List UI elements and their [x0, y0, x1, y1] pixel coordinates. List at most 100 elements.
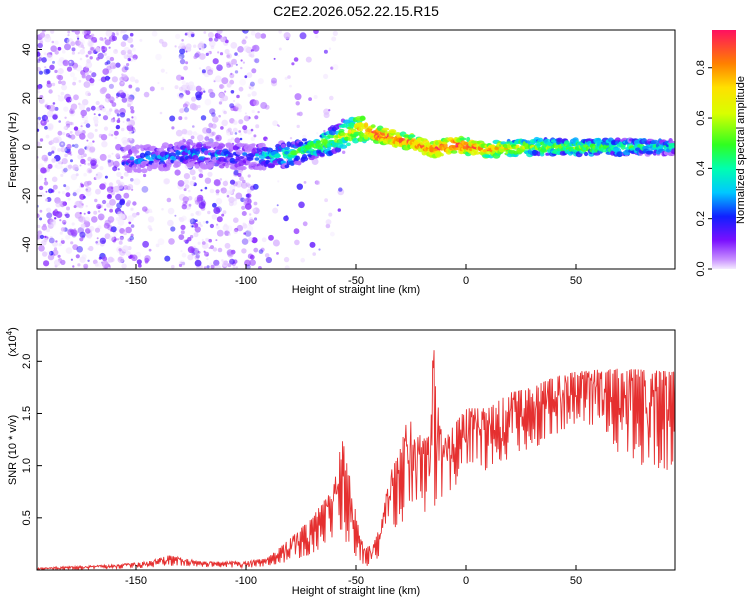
noise-point: [207, 210, 211, 215]
noise-point: [80, 155, 84, 159]
noise-point: [48, 237, 55, 244]
snr-scale-label: (x104): [5, 327, 19, 357]
noise-point: [161, 41, 168, 48]
noise-point: [68, 101, 71, 104]
noise-point: [103, 52, 107, 56]
noise-point: [108, 46, 111, 49]
ridge-point: [284, 164, 290, 169]
noise-point: [44, 198, 48, 202]
noise-point: [196, 196, 203, 203]
noise-point: [299, 32, 307, 40]
noise-point: [104, 37, 107, 40]
noise-point: [116, 92, 121, 97]
noise-point: [107, 256, 114, 263]
noise-point: [195, 51, 201, 57]
noise-point: [128, 119, 136, 127]
noise-point: [325, 219, 332, 225]
noise-point: [328, 212, 333, 217]
noise-point: [112, 65, 116, 69]
noise-point: [196, 247, 200, 251]
noise-point: [83, 153, 87, 157]
noise-point: [86, 139, 89, 142]
noise-point: [132, 201, 137, 206]
noise-point: [136, 259, 142, 265]
ridge-point: [435, 151, 442, 157]
y-tick-label: 40: [21, 43, 33, 55]
noise-point: [187, 195, 193, 201]
noise-point: [244, 112, 247, 115]
noise-point: [222, 85, 225, 88]
noise-point: [128, 84, 133, 89]
noise-point: [109, 108, 113, 112]
noise-point: [208, 88, 213, 94]
noise-point: [60, 166, 64, 169]
y-tick-label: -20: [21, 188, 33, 204]
noise-point: [123, 185, 129, 190]
noise-point: [39, 217, 43, 221]
noise-point: [110, 205, 113, 209]
ridge-point: [144, 150, 151, 156]
noise-point: [87, 156, 92, 162]
noise-point: [208, 37, 213, 42]
noise-point: [230, 90, 235, 94]
noise-point: [107, 66, 112, 70]
noise-point: [174, 85, 179, 90]
noise-point: [221, 213, 225, 217]
noise-point: [247, 93, 251, 98]
noise-point: [46, 212, 53, 219]
ridge-point: [232, 145, 239, 151]
noise-point: [234, 227, 239, 233]
noise-point: [121, 81, 124, 85]
noise-point: [186, 46, 192, 52]
x-tick-label: -50: [348, 575, 364, 587]
noise-point: [303, 181, 307, 184]
noise-point: [67, 30, 71, 34]
noise-point: [182, 196, 189, 203]
noise-point: [95, 100, 100, 106]
noise-point: [195, 249, 198, 252]
noise-point: [239, 182, 245, 187]
colorbar-tick-label: 0.2: [695, 211, 707, 226]
y-tick-label: 1.0: [21, 458, 33, 473]
ridge-point: [235, 149, 244, 155]
noise-point: [96, 203, 102, 210]
noise-point: [91, 216, 98, 223]
noise-point: [77, 148, 85, 156]
noise-point: [57, 211, 60, 214]
noise-point: [115, 193, 122, 201]
noise-point: [108, 163, 112, 168]
chart-title: C2E2.2026.052.22.15.R15: [273, 3, 439, 19]
noise-point: [244, 75, 248, 79]
ridge-point: [252, 147, 258, 151]
ridge-point: [358, 125, 364, 132]
noise-point: [233, 99, 236, 103]
noise-point: [209, 67, 214, 73]
noise-point: [62, 147, 67, 152]
noise-point: [48, 89, 53, 94]
noise-point: [120, 176, 124, 179]
noise-point: [102, 256, 108, 262]
noise-point: [79, 49, 86, 55]
noise-point: [296, 124, 300, 129]
noise-point: [197, 104, 201, 109]
ridge-point: [536, 151, 541, 157]
noise-point: [58, 120, 61, 123]
noise-point: [253, 58, 258, 63]
noise-point: [76, 246, 83, 253]
y-tick-label: 2.0: [21, 354, 33, 369]
noise-point: [54, 40, 59, 45]
noise-point: [208, 238, 212, 243]
noise-point: [219, 84, 224, 89]
ridge-point: [242, 152, 248, 156]
noise-point: [58, 160, 62, 165]
noise-point: [293, 57, 299, 62]
noise-point: [242, 61, 245, 64]
ridge-point: [129, 156, 135, 161]
noise-point: [226, 61, 230, 66]
noise-point: [224, 230, 230, 236]
noise-point: [165, 71, 168, 74]
noise-point: [192, 131, 198, 136]
x-tick-label: 0: [463, 575, 469, 587]
noise-point: [57, 148, 61, 152]
noise-point: [112, 117, 115, 120]
